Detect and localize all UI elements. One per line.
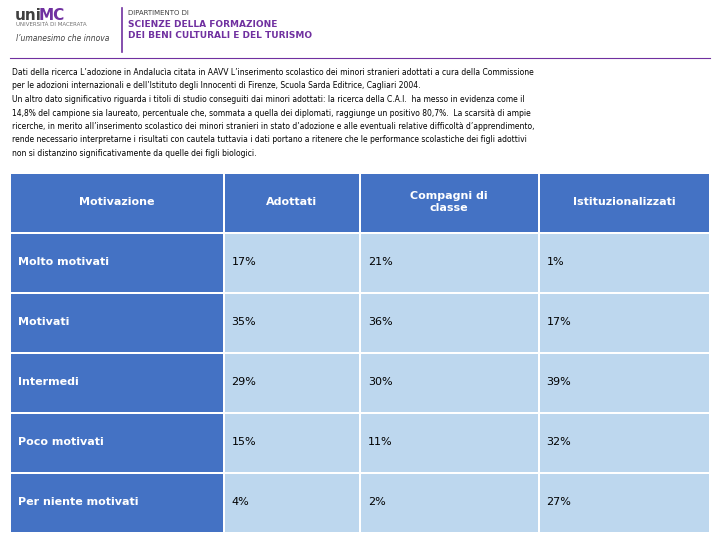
FancyBboxPatch shape — [225, 174, 359, 232]
Text: ricerche, in merito all’inserimento scolastico dei minori stranieri in stato d’a: ricerche, in merito all’inserimento scol… — [12, 122, 534, 131]
Text: 17%: 17% — [546, 317, 571, 327]
Text: 21%: 21% — [368, 257, 392, 267]
Text: 36%: 36% — [368, 317, 392, 327]
Text: Motivazione: Motivazione — [79, 197, 155, 207]
FancyBboxPatch shape — [11, 174, 222, 232]
Text: 29%: 29% — [232, 377, 256, 387]
Text: Adottati: Adottati — [266, 197, 318, 207]
Text: 4%: 4% — [232, 497, 249, 507]
Text: rende necessario interpretarne i risultati con cautela tuttavia i dati portano a: rende necessario interpretarne i risulta… — [12, 136, 527, 145]
Text: Compagni di
classe: Compagni di classe — [410, 191, 488, 213]
FancyBboxPatch shape — [225, 414, 359, 472]
Text: Intermedi: Intermedi — [18, 377, 78, 387]
FancyBboxPatch shape — [539, 474, 709, 532]
FancyBboxPatch shape — [11, 414, 222, 472]
Text: UNIVERSITÀ DI MACERATA: UNIVERSITÀ DI MACERATA — [16, 22, 86, 27]
Text: DEI BENI CULTURALI E DEL TURISMO: DEI BENI CULTURALI E DEL TURISMO — [128, 31, 312, 40]
FancyBboxPatch shape — [11, 474, 222, 532]
Text: 1%: 1% — [546, 257, 564, 267]
Text: 39%: 39% — [546, 377, 571, 387]
Text: SCIENZE DELLA FORMAZIONE: SCIENZE DELLA FORMAZIONE — [128, 20, 277, 29]
FancyBboxPatch shape — [361, 414, 538, 472]
Text: per le adozioni internazionali e dell’Istituto degli Innocenti di Firenze, Scuol: per le adozioni internazionali e dell’Is… — [12, 82, 420, 91]
Text: 17%: 17% — [232, 257, 256, 267]
Text: 27%: 27% — [546, 497, 572, 507]
FancyBboxPatch shape — [539, 174, 709, 232]
FancyBboxPatch shape — [361, 174, 538, 232]
Text: DIPARTIMENTO DI: DIPARTIMENTO DI — [128, 10, 189, 16]
Text: uni: uni — [15, 8, 42, 23]
FancyBboxPatch shape — [361, 474, 538, 532]
Text: 14,8% del campione sia laureato, percentuale che, sommata a quella dei diplomati: 14,8% del campione sia laureato, percent… — [12, 109, 531, 118]
FancyBboxPatch shape — [11, 294, 222, 352]
FancyBboxPatch shape — [539, 354, 709, 412]
FancyBboxPatch shape — [361, 294, 538, 352]
Text: 32%: 32% — [546, 437, 571, 447]
FancyBboxPatch shape — [361, 354, 538, 412]
FancyBboxPatch shape — [225, 354, 359, 412]
FancyBboxPatch shape — [361, 234, 538, 292]
Text: l’umanesimo che innova: l’umanesimo che innova — [16, 34, 109, 43]
FancyBboxPatch shape — [539, 414, 709, 472]
FancyBboxPatch shape — [539, 234, 709, 292]
Text: Molto motivati: Molto motivati — [18, 257, 109, 267]
Text: Motivati: Motivati — [18, 317, 69, 327]
FancyBboxPatch shape — [225, 294, 359, 352]
FancyBboxPatch shape — [11, 234, 222, 292]
Text: 30%: 30% — [368, 377, 392, 387]
FancyBboxPatch shape — [11, 354, 222, 412]
Text: Poco motivati: Poco motivati — [18, 437, 104, 447]
Text: 2%: 2% — [368, 497, 386, 507]
Text: 35%: 35% — [232, 317, 256, 327]
Text: 15%: 15% — [232, 437, 256, 447]
FancyBboxPatch shape — [539, 294, 709, 352]
Text: 11%: 11% — [368, 437, 392, 447]
Text: Per niente motivati: Per niente motivati — [18, 497, 138, 507]
Text: Un altro dato significativo riguarda i titoli di studio conseguiti dai minori ad: Un altro dato significativo riguarda i t… — [12, 95, 525, 104]
Text: Istituzionalizzati: Istituzionalizzati — [573, 197, 675, 207]
Text: Dati della ricerca L’adozione in Andalucìa citata in AAVV L’inserimento scolasti: Dati della ricerca L’adozione in Andaluc… — [12, 68, 534, 77]
FancyBboxPatch shape — [225, 234, 359, 292]
FancyBboxPatch shape — [225, 474, 359, 532]
Text: non si distanzino significativamente da quelle dei figli biologici.: non si distanzino significativamente da … — [12, 149, 256, 158]
Text: MC: MC — [39, 8, 66, 23]
